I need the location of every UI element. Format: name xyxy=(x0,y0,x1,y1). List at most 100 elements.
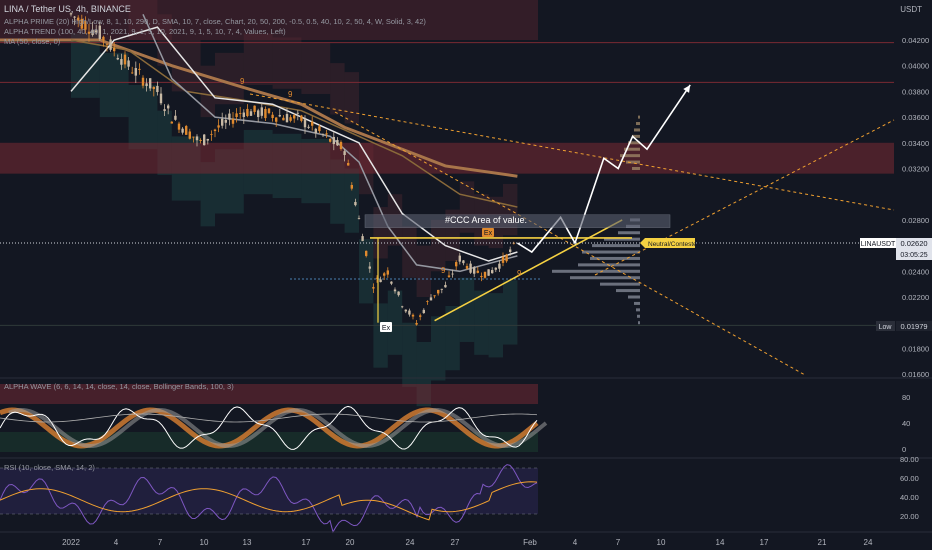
resistance-zone xyxy=(0,142,894,174)
wave-overbought-zone xyxy=(0,384,538,404)
candle-body xyxy=(138,68,141,70)
indicator-alpha-trend[interactable]: ALPHA TREND (100, 40, 40, 1, 2021, 9, 1,… xyxy=(4,27,286,36)
candle-body xyxy=(408,310,411,315)
candle-body xyxy=(419,315,422,317)
triangle-lower-line xyxy=(434,219,623,322)
candle-body xyxy=(253,105,256,112)
upper-band-step xyxy=(416,245,431,297)
candle-body xyxy=(271,114,274,119)
profile-bar xyxy=(604,237,640,241)
candle-body xyxy=(437,289,440,294)
candle-body xyxy=(116,58,119,60)
lower-band-step xyxy=(503,280,518,345)
candle-body xyxy=(447,275,451,277)
candle-body xyxy=(329,138,332,142)
rsi-scale-20: 20.00 xyxy=(900,512,919,521)
candle-body xyxy=(149,78,152,89)
rsi-scale-40: 40.00 xyxy=(900,493,919,502)
time-label: 4 xyxy=(114,538,119,547)
candle-body xyxy=(145,83,148,87)
candle-body xyxy=(401,306,404,308)
candle-body xyxy=(282,117,285,121)
candle-body xyxy=(235,113,238,118)
lower-band-step xyxy=(344,168,359,233)
candle-body xyxy=(318,126,321,132)
candle-body xyxy=(141,77,145,86)
count-mark-4: 9 xyxy=(517,269,522,278)
candle-body xyxy=(131,72,134,74)
rsi-title[interactable]: RSI (10, close, SMA, 14, 2) xyxy=(4,463,95,472)
time-axis[interactable]: 2022 4 7 10 13 17 20 24 27 Feb 4 7 10 14 17 21 24 xyxy=(62,538,873,547)
price-label: 0.03800 xyxy=(902,87,929,96)
candle-body xyxy=(361,236,364,242)
last-price-tag: LINAUSDT 0.02620 03:05:25 xyxy=(860,238,932,260)
upper-band-step xyxy=(431,219,446,272)
time-label: Feb xyxy=(523,538,537,547)
candle-body xyxy=(390,281,393,284)
rsi-pane[interactable]: RSI (10, close, SMA, 14, 2) xyxy=(0,463,538,534)
candle-body xyxy=(109,39,112,50)
lower-band-step xyxy=(459,277,475,342)
candle-body xyxy=(422,309,425,314)
candle-body xyxy=(429,297,433,301)
upper-band-step xyxy=(243,33,273,85)
candle-body xyxy=(473,267,476,274)
candle-body xyxy=(332,136,335,145)
wave-basis xyxy=(0,413,538,423)
profile-bar xyxy=(632,167,640,170)
candle-body xyxy=(87,31,91,34)
price-pane[interactable]: #CCC Area of value. Ex Ex 9 9 9 9 Neutra… xyxy=(0,0,895,407)
profile-bar xyxy=(628,295,640,299)
candle-body xyxy=(498,263,501,269)
time-label: 2022 xyxy=(62,538,80,547)
time-label: 7 xyxy=(158,538,163,547)
time-label: 14 xyxy=(716,538,725,547)
wave-title[interactable]: ALPHA WAVE (6, 6, 14, 14, close, 14, clo… xyxy=(4,382,234,391)
candle-body xyxy=(476,270,479,273)
indicator-ma[interactable]: MA (50, close, 0) xyxy=(4,37,61,46)
candle-body xyxy=(480,275,483,278)
triangle-pattern xyxy=(370,219,632,323)
candle-body xyxy=(300,115,303,121)
candle-body xyxy=(458,255,461,262)
count-mark-1: 9 xyxy=(240,77,245,86)
lower-band-step xyxy=(128,84,158,150)
profile-bar xyxy=(628,141,640,145)
rsi-line xyxy=(0,464,538,534)
rsi-scale-80: 80.00 xyxy=(900,455,919,464)
price-label: 0.03200 xyxy=(902,165,929,174)
price-label: 0.02200 xyxy=(902,293,929,302)
candle-body xyxy=(365,250,368,256)
candle-body xyxy=(487,269,490,276)
profile-bar xyxy=(592,244,640,248)
price-label: 0.04200 xyxy=(902,36,929,45)
chart-header: LINA / Tether US, 4h, BINANCE ALPHA PRIM… xyxy=(4,4,426,46)
time-label: 4 xyxy=(573,538,578,547)
alpha-wave-pane[interactable]: ALPHA WAVE (6, 6, 14, 14, close, 14, clo… xyxy=(0,382,548,452)
symbol-title[interactable]: LINA / Tether US, 4h, BINANCE xyxy=(4,4,131,14)
candle-body xyxy=(127,60,130,67)
lower-band-step xyxy=(387,290,403,355)
countdown: 03:05:25 xyxy=(900,252,927,259)
price-label: 0.02800 xyxy=(902,216,929,225)
indicator-alpha-prime[interactable]: ALPHA PRIME (20) High/Low, 8, 1, 10, 290… xyxy=(4,17,426,26)
profile-bar xyxy=(616,289,640,293)
candle-body xyxy=(307,126,310,128)
wave-oversold-zone xyxy=(0,432,538,452)
candle-body xyxy=(325,133,328,135)
profile-bar xyxy=(638,321,640,325)
time-label: 10 xyxy=(657,538,666,547)
candle-body xyxy=(206,138,209,141)
upper-band-step xyxy=(402,226,417,278)
price-scale[interactable]: USDT 0.04200 0.04000 0.03800 0.03600 0.03400… xyxy=(860,5,932,521)
candle-body xyxy=(95,30,98,33)
count-mark-3: 9 xyxy=(441,266,446,275)
upper-band-step xyxy=(344,72,359,124)
candle-body xyxy=(465,266,469,269)
price-label: 0.02400 xyxy=(902,267,929,276)
candle-body xyxy=(105,44,109,45)
price-label: 0.04000 xyxy=(902,62,929,71)
candle-body xyxy=(433,295,436,297)
profile-bar xyxy=(626,160,640,164)
